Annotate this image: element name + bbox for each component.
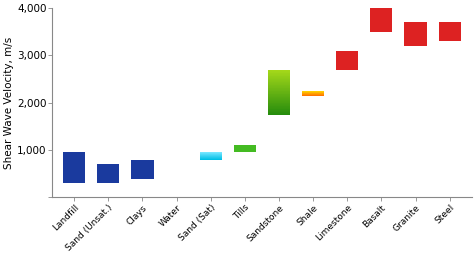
Bar: [268, 113, 290, 114]
Bar: [268, 72, 290, 73]
Bar: [97, 164, 119, 183]
Bar: [268, 93, 290, 94]
Bar: [268, 103, 290, 104]
Bar: [268, 70, 290, 71]
Bar: [268, 86, 290, 87]
Bar: [268, 96, 290, 97]
Bar: [268, 106, 290, 107]
Bar: [268, 111, 290, 112]
Bar: [268, 95, 290, 96]
Bar: [268, 102, 290, 103]
Bar: [268, 83, 290, 84]
Y-axis label: Shear Wave Velocity, m/s: Shear Wave Velocity, m/s: [4, 37, 14, 169]
Bar: [336, 51, 358, 70]
Bar: [268, 89, 290, 90]
Bar: [268, 114, 290, 115]
Bar: [268, 104, 290, 105]
Bar: [268, 78, 290, 79]
Bar: [268, 98, 290, 99]
Bar: [268, 87, 290, 88]
Bar: [268, 75, 290, 76]
Bar: [268, 108, 290, 109]
Bar: [268, 82, 290, 83]
Bar: [268, 100, 290, 101]
Bar: [268, 99, 290, 100]
Bar: [268, 74, 290, 75]
Bar: [268, 81, 290, 82]
Bar: [268, 107, 290, 108]
Bar: [268, 84, 290, 85]
Bar: [131, 160, 154, 179]
Bar: [268, 71, 290, 72]
Bar: [268, 110, 290, 111]
Bar: [268, 85, 290, 86]
Bar: [268, 79, 290, 80]
Bar: [268, 109, 290, 110]
Bar: [370, 8, 393, 32]
Bar: [268, 112, 290, 113]
Bar: [63, 152, 85, 183]
Bar: [268, 76, 290, 77]
Bar: [268, 97, 290, 98]
Bar: [438, 22, 461, 41]
Bar: [268, 77, 290, 78]
Bar: [268, 94, 290, 95]
Bar: [268, 105, 290, 106]
Bar: [234, 145, 256, 152]
Bar: [268, 80, 290, 81]
Bar: [268, 91, 290, 92]
Bar: [268, 101, 290, 102]
Bar: [268, 73, 290, 74]
Bar: [268, 88, 290, 89]
Bar: [268, 90, 290, 91]
Bar: [405, 22, 426, 46]
Bar: [268, 92, 290, 93]
